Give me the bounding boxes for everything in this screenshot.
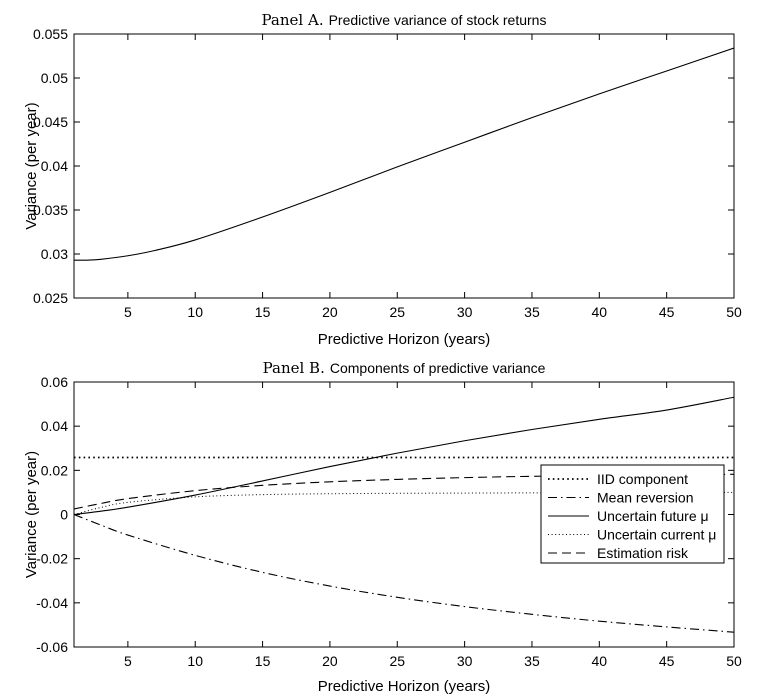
x-tick-label: 5 bbox=[124, 304, 132, 320]
y-tick-label: 0.045 bbox=[33, 114, 68, 130]
x-tick-label: 25 bbox=[389, 653, 405, 669]
x-axis-label: Predictive Horizon (years) bbox=[318, 331, 491, 348]
y-axis-label: Variance (per year) bbox=[23, 102, 40, 229]
x-tick-label: 40 bbox=[592, 304, 608, 320]
series-line-uncertain-future bbox=[74, 396, 734, 516]
y-tick-label: 0.05 bbox=[41, 70, 68, 86]
title-text: Predictive variance of stock returns bbox=[329, 12, 547, 28]
y-tick-label: -0.04 bbox=[36, 595, 68, 611]
chart-panel-b: Panel B. Components of predictive varianc… bbox=[23, 359, 742, 695]
y-tick-label: 0.03 bbox=[41, 246, 68, 262]
y-tick-label: -0.02 bbox=[36, 551, 68, 567]
plot-frame bbox=[73, 33, 735, 299]
y-tick-label: 0.06 bbox=[41, 374, 68, 390]
y-tick-label: 0.025 bbox=[33, 290, 68, 306]
x-axis-label: Predictive Horizon (years) bbox=[318, 678, 491, 695]
y-tick-label: 0.04 bbox=[41, 158, 68, 174]
y-tick-label: 0 bbox=[60, 507, 68, 523]
x-tick-label: 50 bbox=[726, 304, 742, 320]
x-tick-label: 35 bbox=[524, 304, 540, 320]
series-line-mean-reversion bbox=[74, 513, 734, 633]
x-tick-label: 15 bbox=[255, 653, 271, 669]
y-axis-label: Variance (per year) bbox=[23, 451, 40, 578]
series-line-variance bbox=[74, 47, 734, 261]
x-tick-label: 45 bbox=[659, 653, 675, 669]
x-tick-label: 50 bbox=[726, 653, 742, 669]
x-tick-label: 20 bbox=[322, 653, 338, 669]
chart-title: Panel A. Predictive variance of stock ret… bbox=[262, 11, 547, 29]
title-text: Components of predictive variance bbox=[330, 360, 546, 376]
x-tick-label: 15 bbox=[255, 304, 271, 320]
x-tick-label: 10 bbox=[187, 304, 203, 320]
legend-box bbox=[540, 464, 725, 564]
legend-label: Mean reversion bbox=[597, 490, 694, 506]
x-tick-label: 35 bbox=[524, 653, 540, 669]
title-prefix: Panel A. bbox=[262, 11, 324, 29]
y-tick-label: 0.035 bbox=[33, 202, 68, 218]
legend-label: Estimation risk bbox=[597, 545, 689, 561]
legend: IID component Mean reversion Uncertain fut… bbox=[540, 464, 725, 564]
x-tick-label: 45 bbox=[659, 304, 675, 320]
y-tick-label: 0.055 bbox=[33, 26, 68, 42]
x-tick-label: 5 bbox=[124, 653, 132, 669]
y-tick-label: 0.02 bbox=[41, 462, 68, 478]
x-tick-label: 30 bbox=[457, 304, 473, 320]
title-prefix: Panel B. bbox=[263, 359, 325, 377]
x-tick-label: 10 bbox=[187, 653, 203, 669]
x-tick-label: 30 bbox=[457, 653, 473, 669]
x-tick-label: 40 bbox=[592, 653, 608, 669]
legend-label: IID component bbox=[597, 471, 688, 487]
legend-label: Uncertain future μ bbox=[597, 508, 709, 524]
x-tick-label: 25 bbox=[389, 304, 405, 320]
chart-title: Panel B. Components of predictive varianc… bbox=[263, 359, 546, 377]
x-tick-label: 20 bbox=[322, 304, 338, 320]
y-tick-label: -0.06 bbox=[36, 639, 68, 655]
chart-panel-a: Panel A. Predictive variance of stock ret… bbox=[23, 11, 742, 348]
legend-label: Uncertain current μ bbox=[597, 527, 716, 543]
y-tick-label: 0.04 bbox=[41, 418, 68, 434]
